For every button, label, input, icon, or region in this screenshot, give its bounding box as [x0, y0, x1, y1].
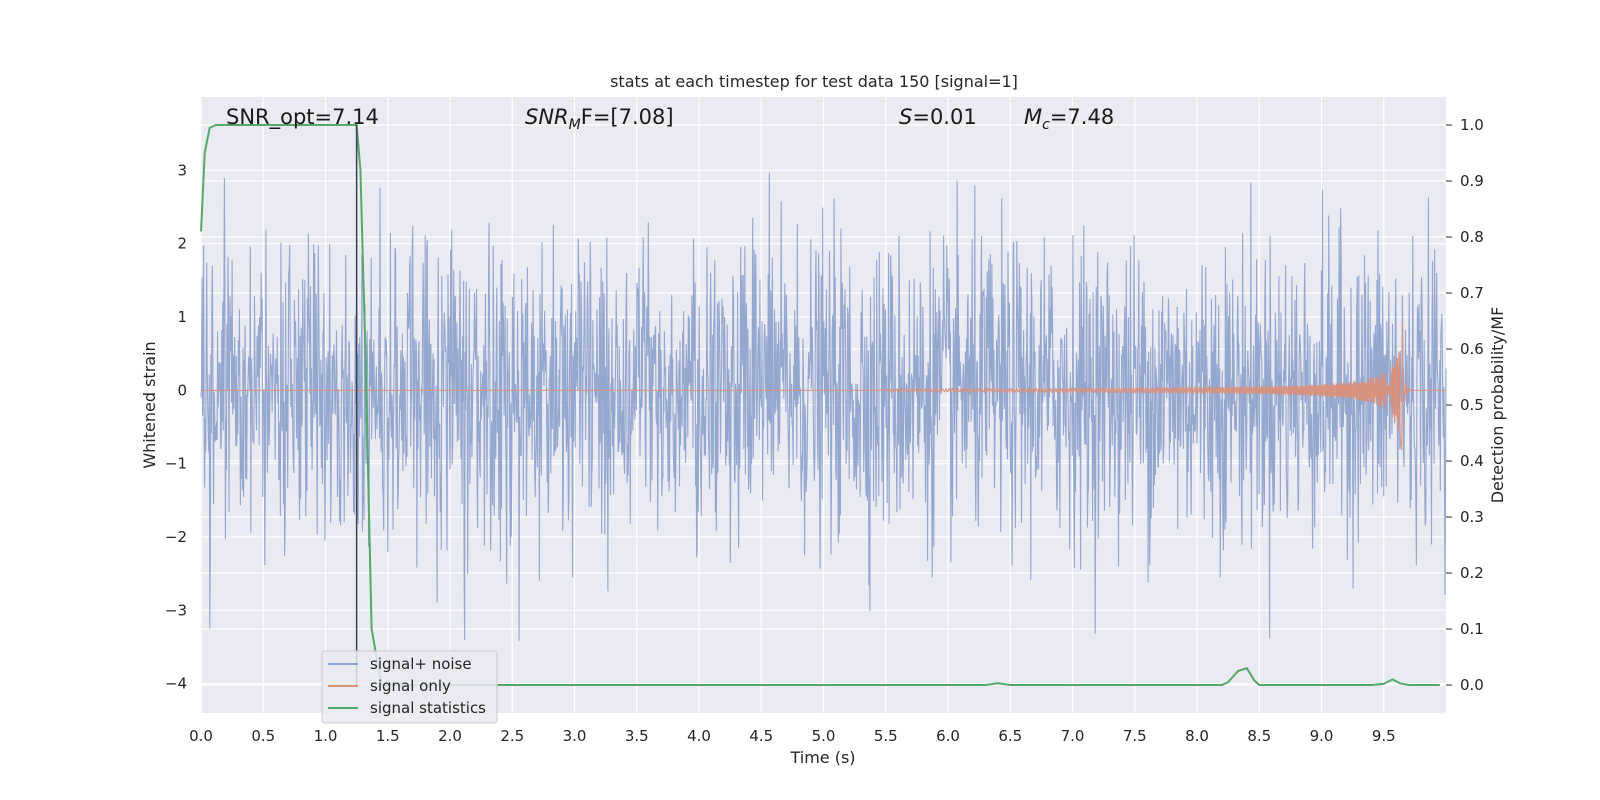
x-tick-label: 6.0 [936, 727, 960, 745]
y-right-tick-label: 0.4 [1460, 452, 1484, 470]
y-right-tick-label: 0.6 [1460, 340, 1484, 358]
x-tick-label: 2.0 [438, 727, 462, 745]
y-left-tick-label: −1 [165, 455, 187, 473]
annotation-snr-opt: SNR_opt=7.14 [226, 105, 379, 130]
y-left-tick-label: 1 [177, 308, 187, 326]
x-tick-label: 0.0 [189, 727, 213, 745]
annotation-s: S=0.01 [899, 105, 977, 129]
legend: signal+ noise signal only signal statist… [321, 650, 498, 724]
annotation-snr-mf: SNRMF=[7.08] [525, 105, 674, 133]
y-right-tick-label: 0.9 [1460, 172, 1484, 190]
y-left-axis-label: Whitened strain [140, 341, 159, 468]
x-axis-label: Time (s) [789, 748, 855, 767]
y-left-tick-label: −3 [165, 601, 187, 619]
y-left-tick-label: −4 [165, 675, 187, 693]
y-left-tick-label: −2 [165, 528, 187, 546]
y-left-tick-label: 0 [177, 381, 187, 399]
x-tick-label: 3.0 [563, 727, 587, 745]
x-tick-label: 3.5 [625, 727, 649, 745]
x-tick-label: 7.5 [1123, 727, 1147, 745]
series-signal-only [201, 321, 1446, 451]
y-right-tick-label: 0.2 [1460, 564, 1484, 582]
legend-label-signal-only: signal only [370, 677, 451, 695]
x-tick-label: 1.0 [314, 727, 338, 745]
y-right-tick-label: 0.8 [1460, 228, 1484, 246]
x-tick-label: 9.5 [1372, 727, 1396, 745]
y-right-tick-label: 0.3 [1460, 508, 1484, 526]
x-tick-label: 8.0 [1185, 727, 1209, 745]
x-tick-label: 1.5 [376, 727, 400, 745]
y-right-tick-labels: 0.0 0.1 0.2 0.3 0.4 0.5 0.6 0.7 0.8 0.9 1.0 [1446, 116, 1484, 694]
series-signal-noise [200, 172, 1447, 641]
x-tick-label: 9.0 [1310, 727, 1334, 745]
x-tick-label: 8.5 [1247, 727, 1271, 745]
x-tick-label: 6.5 [998, 727, 1022, 745]
x-tick-label: 4.5 [749, 727, 773, 745]
annotation-mc: Mc=7.48 [1024, 105, 1114, 133]
legend-label-signal-statistics: signal statistics [370, 699, 486, 717]
y-right-tick-label: 0.0 [1460, 676, 1484, 694]
x-tick-label: 5.0 [812, 727, 836, 745]
y-right-tick-label: 0.1 [1460, 620, 1484, 638]
x-tick-label: 2.5 [500, 727, 524, 745]
x-tick-label: 7.0 [1061, 727, 1085, 745]
y-left-tick-labels: −4 −3 −2 −1 0 1 2 3 [165, 161, 187, 692]
chart-title: stats at each timestep for test data 150… [610, 72, 1018, 91]
y-right-tick-label: 1.0 [1460, 116, 1484, 134]
y-right-tick-label: 0.5 [1460, 396, 1484, 414]
legend-box [321, 650, 498, 724]
y-left-tick-label: 3 [177, 161, 187, 179]
series-layer [200, 124, 1447, 686]
y-left-tick-label: 2 [177, 235, 187, 253]
legend-label-signal-noise: signal+ noise [370, 655, 472, 673]
series-signal-statistics [200, 124, 1440, 686]
x-tick-label: 5.5 [874, 727, 898, 745]
x-tick-labels: 0.0 0.5 1.0 1.5 2.0 2.5 3.0 3.5 4.0 4.5 5.0 5.5 6.0 6… [189, 727, 1396, 745]
y-right-tick-label: 0.7 [1460, 284, 1484, 302]
x-tick-label: 4.0 [687, 727, 711, 745]
y-right-axis-label: Detection probability/MF [1488, 307, 1507, 504]
x-tick-label: 0.5 [251, 727, 275, 745]
